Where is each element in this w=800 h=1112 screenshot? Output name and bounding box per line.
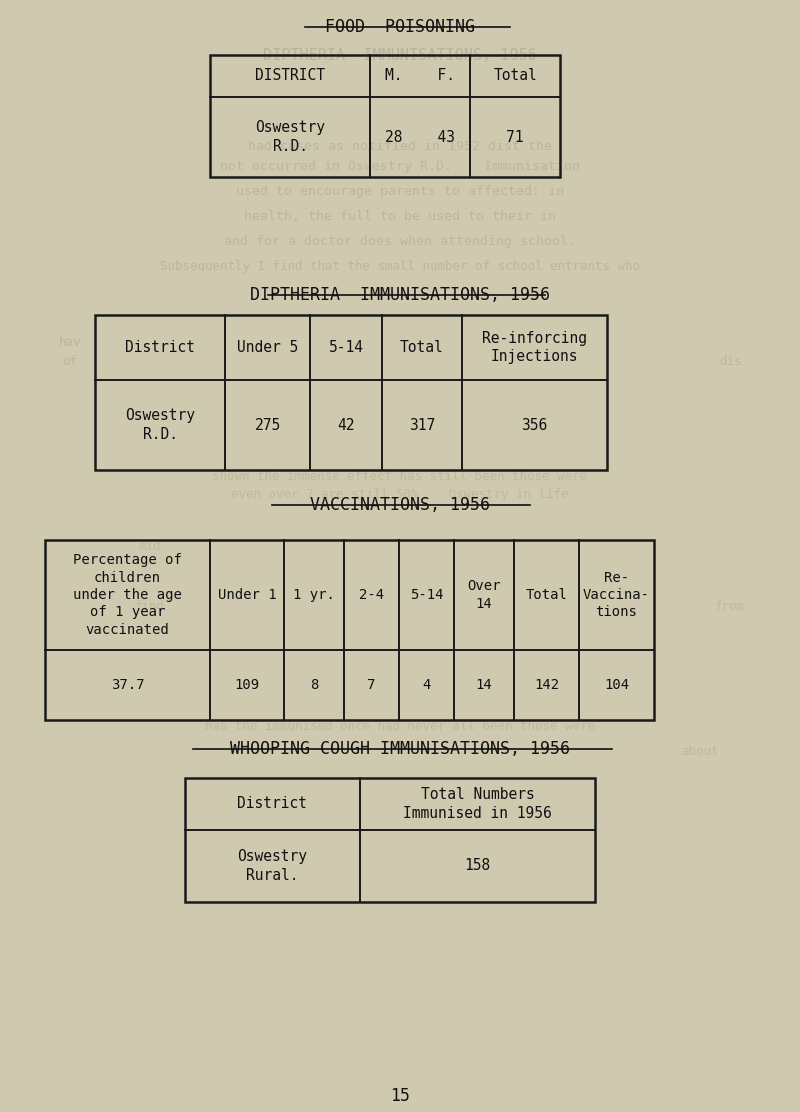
Text: about: about — [682, 745, 718, 758]
Text: Re-inforcing
Injections: Re-inforcing Injections — [482, 330, 587, 365]
Text: even over 7 are still 50%    Oswestry in life: even over 7 are still 50% Oswestry in li… — [231, 488, 569, 502]
Text: Oswestry
R.D.: Oswestry R.D. — [255, 120, 325, 153]
Text: 42: 42 — [338, 417, 354, 433]
Text: hav: hav — [58, 336, 82, 349]
Text: Total Numbers
Immunised in 1956: Total Numbers Immunised in 1956 — [403, 787, 552, 821]
Text: from: from — [715, 600, 745, 613]
Text: mid: mid — [138, 540, 162, 553]
Text: 142: 142 — [534, 678, 559, 692]
Text: 158: 158 — [464, 858, 490, 874]
Text: 37.7: 37.7 — [110, 678, 144, 692]
Text: of: of — [62, 355, 78, 368]
Text: 15: 15 — [390, 1088, 410, 1105]
Text: 4: 4 — [422, 678, 430, 692]
Text: District: District — [125, 340, 195, 355]
Text: shown the immense effect has still been those were: shown the immense effect has still been … — [213, 470, 587, 483]
Text: 356: 356 — [522, 417, 548, 433]
Text: used to encourage parents to affected: in: used to encourage parents to affected: i… — [236, 185, 564, 198]
Text: Oswestry
R.D.: Oswestry R.D. — [125, 408, 195, 441]
Bar — [45, 540, 654, 719]
Text: Under 1: Under 1 — [218, 588, 276, 602]
Text: 109: 109 — [234, 678, 259, 692]
Text: VACCINATIONS, 1956: VACCINATIONS, 1956 — [310, 496, 490, 514]
Text: not occurred in Oswestry R.D.    Immunisation: not occurred in Oswestry R.D. Immunisati… — [220, 160, 580, 173]
Text: District: District — [238, 796, 307, 812]
Text: Under 5: Under 5 — [237, 340, 298, 355]
Bar — [210, 54, 560, 177]
Text: WHOOPING COUGH IMMUNISATIONS, 1956: WHOOPING COUGH IMMUNISATIONS, 1956 — [230, 739, 570, 758]
Text: DIPTHERIA  IMMUNISATIONS, 1956: DIPTHERIA IMMUNISATIONS, 1956 — [250, 286, 550, 304]
Text: and for a doctor does when attending school.: and for a doctor does when attending sch… — [224, 235, 576, 248]
Text: FOOD  POISONING: FOOD POISONING — [325, 18, 475, 36]
Text: Over
14: Over 14 — [467, 579, 501, 610]
Text: Re-
Vaccina-
tions: Re- Vaccina- tions — [583, 570, 650, 619]
Text: DISTRICT: DISTRICT — [255, 69, 325, 83]
Text: 7: 7 — [367, 678, 376, 692]
Text: 5-14: 5-14 — [329, 340, 363, 355]
Text: Total: Total — [526, 588, 567, 602]
Bar — [185, 778, 595, 902]
Text: find: find — [135, 600, 165, 613]
Text: M.    F.: M. F. — [385, 69, 455, 83]
Text: Total: Total — [400, 340, 444, 355]
Text: 14: 14 — [476, 678, 492, 692]
Text: 275: 275 — [254, 417, 281, 433]
Text: 1 yr.: 1 yr. — [293, 588, 335, 602]
Text: 2-4: 2-4 — [359, 588, 384, 602]
Text: DIPTHERIA  IMMUNISATIONS, 1956: DIPTHERIA IMMUNISATIONS, 1956 — [263, 48, 537, 63]
Text: Total: Total — [493, 69, 537, 83]
Bar — [95, 315, 607, 470]
Text: 317: 317 — [409, 417, 435, 433]
Text: Percentage of
children
under the age
of 1 year
vaccinated: Percentage of children under the age of … — [73, 554, 182, 636]
Text: 8: 8 — [310, 678, 318, 692]
Text: dis: dis — [718, 355, 742, 368]
Text: has the immunised once had never all been those were: has the immunised once had never all bee… — [205, 719, 595, 733]
Text: Subsequently I find that the small number of school entrants who: Subsequently I find that the small numbe… — [160, 260, 640, 274]
Text: 28    43: 28 43 — [385, 129, 455, 145]
Text: 104: 104 — [604, 678, 629, 692]
Text: 5-14: 5-14 — [410, 588, 443, 602]
Text: had cases as notified in 1952 dist the: had cases as notified in 1952 dist the — [248, 140, 552, 153]
Text: Oswestry
Rural.: Oswestry Rural. — [238, 850, 307, 883]
Text: 71: 71 — [506, 129, 524, 145]
Text: health, the full to be used to their in: health, the full to be used to their in — [244, 210, 556, 224]
